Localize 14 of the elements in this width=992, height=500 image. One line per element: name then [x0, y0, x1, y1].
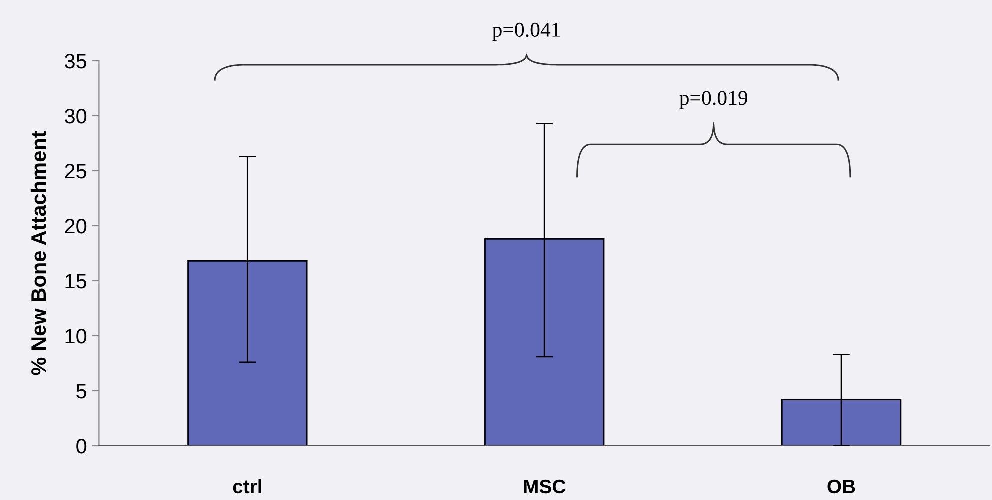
y-tick-label: 30 — [65, 109, 87, 124]
x-tick-label: ctrl — [233, 479, 262, 494]
x-tick-label: MSC — [524, 480, 566, 494]
text: p=0.041 — [492, 22, 560, 42]
y-tick-label: 25 — [65, 164, 87, 179]
x-tick-label: OB — [828, 480, 856, 494]
y-tick-label: 35 — [65, 54, 87, 69]
y-axis-title: % New Bone Attachment — [30, 131, 46, 376]
y-tick-label: 10 — [66, 329, 87, 344]
y-tick-label: 15 — [66, 274, 87, 289]
y-tick-label: 0 — [76, 439, 87, 454]
y-tick-label: 20 — [65, 219, 87, 234]
annotation: p=0.019 — [680, 91, 748, 110]
y-tick-label: 5 — [76, 384, 87, 399]
